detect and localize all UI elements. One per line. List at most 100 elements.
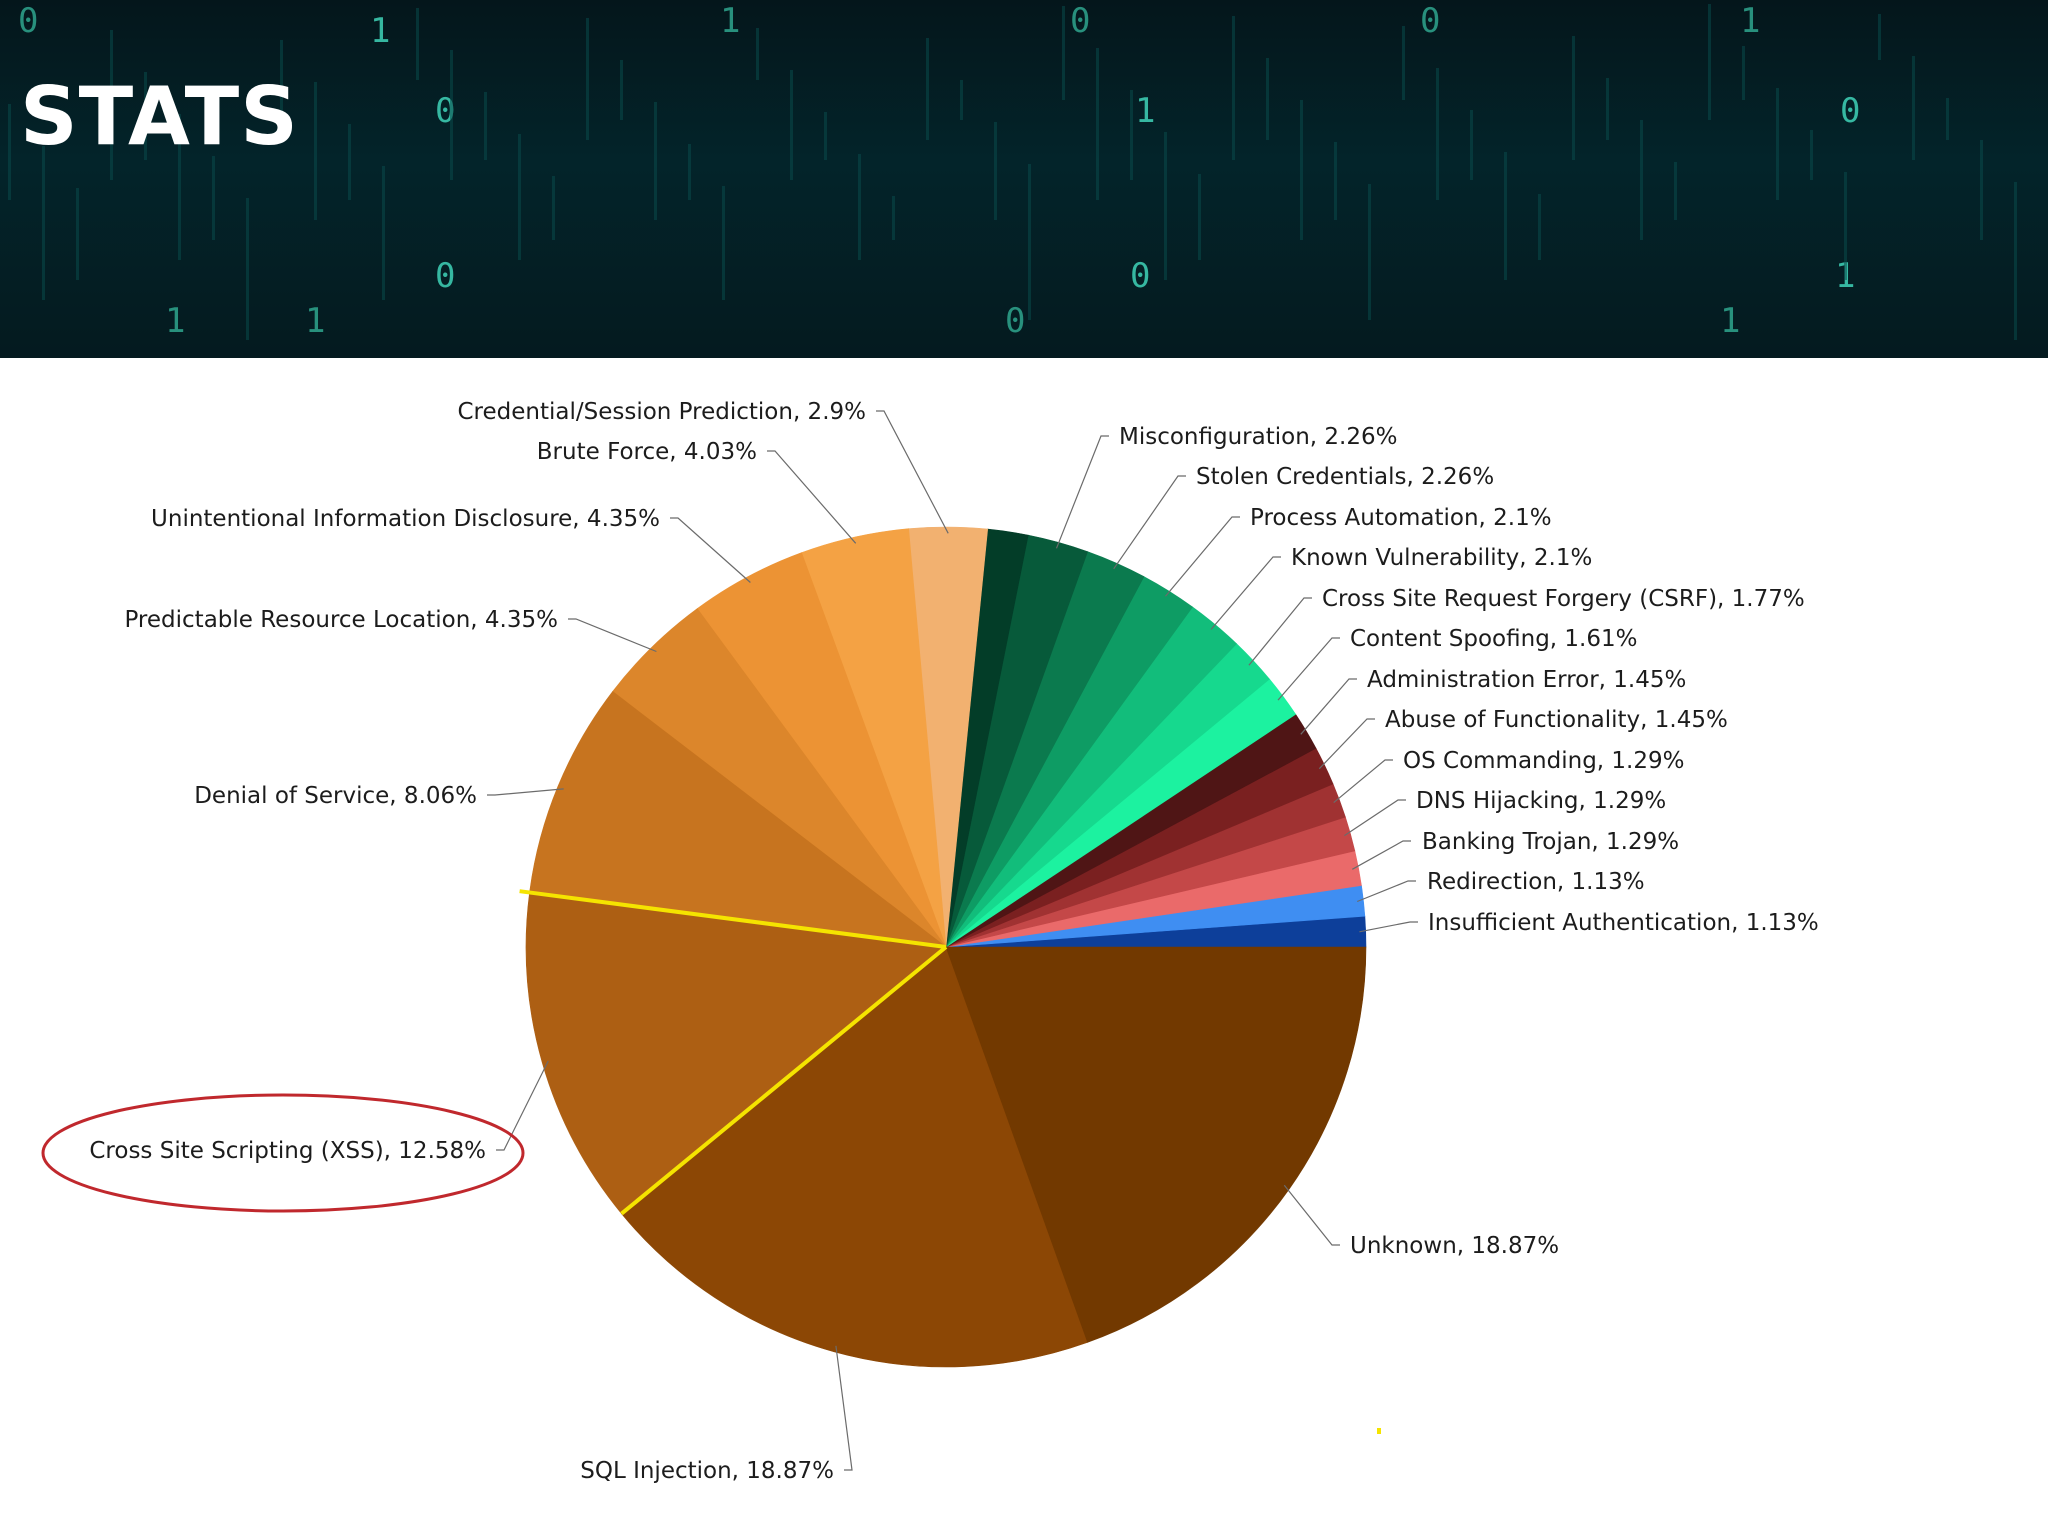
leader-line bbox=[1359, 921, 1418, 933]
digit-streak bbox=[42, 146, 45, 300]
slice-labels: Insufficient Authentication, 1.13% Redire… bbox=[89, 399, 1818, 1484]
leader-line bbox=[568, 618, 657, 653]
slice-label: Predictable Resource Location, 4.35% bbox=[124, 607, 558, 633]
digit-streak bbox=[1164, 132, 1167, 280]
binary-digit-background: 0101010101010101 bbox=[8, 1, 2017, 341]
digit-streak bbox=[382, 166, 385, 300]
binary-digit: 0 bbox=[18, 1, 38, 41]
binary-digit: 0 bbox=[1130, 256, 1150, 296]
digit-streak bbox=[1878, 14, 1881, 60]
digit-streak bbox=[1368, 184, 1371, 320]
digit-streak bbox=[858, 154, 861, 260]
digit-streak bbox=[790, 70, 793, 180]
digit-streak bbox=[1946, 98, 1949, 140]
binary-digit: 1 bbox=[370, 11, 390, 51]
digit-streak bbox=[1640, 120, 1643, 240]
slice-label: Redirection, 1.13% bbox=[1427, 869, 1645, 895]
digit-streak bbox=[1776, 88, 1779, 200]
digit-streak bbox=[1674, 162, 1677, 220]
slice-label: Credential/Session Prediction, 2.9% bbox=[457, 399, 866, 425]
slice-label: Administration Error, 1.45% bbox=[1367, 667, 1686, 693]
highlight-line bbox=[519, 889, 947, 949]
digit-streak bbox=[144, 72, 147, 160]
digit-streak bbox=[1912, 56, 1915, 160]
digit-streak bbox=[1300, 100, 1303, 240]
digit-streak bbox=[1504, 152, 1507, 280]
digit-streak bbox=[1436, 68, 1439, 200]
digit-streak bbox=[1334, 142, 1337, 220]
leader-line bbox=[1333, 759, 1393, 804]
digit-streak bbox=[348, 124, 351, 200]
leader-line bbox=[1113, 475, 1186, 570]
highlight-ellipse bbox=[41, 1093, 525, 1213]
binary-digit: 0 bbox=[1840, 91, 1860, 131]
digit-streak bbox=[892, 196, 895, 240]
stray-dot bbox=[1377, 1428, 1381, 1434]
binary-digit: 1 bbox=[720, 1, 740, 41]
digit-streak bbox=[756, 28, 759, 80]
slice-label: Unintentional Information Disclosure, 4.… bbox=[151, 506, 660, 532]
digit-streak bbox=[212, 156, 215, 240]
slice-label: Stolen Credentials, 2.26% bbox=[1196, 464, 1494, 490]
slice-label: Banking Trojan, 1.29% bbox=[1422, 829, 1679, 855]
digit-streak bbox=[1198, 174, 1201, 260]
slide-title: STATS bbox=[20, 70, 299, 163]
digit-streak bbox=[518, 134, 521, 260]
pie-slices bbox=[525, 526, 1367, 1368]
leader-line bbox=[767, 450, 857, 544]
binary-digit: 0 bbox=[1005, 301, 1025, 341]
leader-line bbox=[1300, 678, 1357, 735]
digit-streak bbox=[1402, 26, 1405, 100]
leader-line bbox=[496, 1060, 549, 1151]
digit-streak bbox=[824, 112, 827, 160]
leader-line bbox=[1248, 597, 1312, 666]
digit-streak bbox=[960, 80, 963, 120]
leader-line bbox=[1356, 880, 1416, 903]
digit-streak bbox=[2014, 182, 2017, 340]
digit-streak bbox=[586, 18, 589, 140]
slice-label: Known Vulnerability, 2.1% bbox=[1291, 545, 1592, 571]
digit-streak bbox=[688, 144, 691, 200]
leader-line bbox=[1283, 1184, 1340, 1246]
binary-digit: 1 bbox=[1740, 1, 1760, 41]
leader-line bbox=[1318, 718, 1375, 770]
digit-streak bbox=[654, 102, 657, 220]
slice-label: Content Spoofing, 1.61% bbox=[1350, 626, 1637, 652]
digit-streak bbox=[8, 104, 11, 200]
slice-label: Insufficient Authentication, 1.13% bbox=[1428, 910, 1819, 936]
digit-streak bbox=[1708, 4, 1711, 120]
digit-streak bbox=[246, 198, 249, 340]
slice-label: Brute Force, 4.03% bbox=[537, 439, 757, 465]
leader-lines bbox=[487, 410, 1418, 1471]
slice-label: Process Automation, 2.1% bbox=[1250, 505, 1552, 531]
digit-streak bbox=[1742, 46, 1745, 100]
digit-streak bbox=[1606, 78, 1609, 140]
binary-digit: 1 bbox=[165, 301, 185, 341]
digit-streak bbox=[1266, 58, 1269, 140]
digit-streak bbox=[178, 114, 181, 260]
digit-streak bbox=[926, 38, 929, 140]
slice-label: Denial of Service, 8.06% bbox=[194, 783, 477, 809]
slice-label: Cross Site Scripting (XSS), 12.58% bbox=[89, 1138, 486, 1164]
digit-streak bbox=[552, 176, 555, 240]
slice-label: SQL Injection, 18.87% bbox=[580, 1458, 834, 1484]
binary-digit: 0 bbox=[1070, 1, 1090, 41]
digit-streak bbox=[1538, 194, 1541, 260]
digit-streak bbox=[620, 60, 623, 120]
binary-digit: 1 bbox=[1135, 91, 1155, 131]
digit-streak bbox=[1096, 48, 1099, 200]
digit-streak bbox=[1232, 16, 1235, 160]
slice-label: DNS Hijacking, 1.29% bbox=[1416, 788, 1666, 814]
pie-slice bbox=[525, 892, 947, 1215]
slice-label: Unknown, 18.87% bbox=[1350, 1233, 1559, 1259]
digit-streak bbox=[722, 186, 725, 300]
leader-line bbox=[487, 788, 564, 796]
digit-streak bbox=[1028, 164, 1031, 320]
digit-streak bbox=[76, 188, 79, 280]
highlight-lines bbox=[519, 889, 948, 1216]
slice-label: Cross Site Request Forgery (CSRF), 1.77% bbox=[1322, 586, 1805, 612]
digit-streak bbox=[110, 30, 113, 180]
binary-digit: 0 bbox=[435, 256, 455, 296]
digit-streak bbox=[314, 82, 317, 220]
digit-streak bbox=[1980, 140, 1983, 240]
